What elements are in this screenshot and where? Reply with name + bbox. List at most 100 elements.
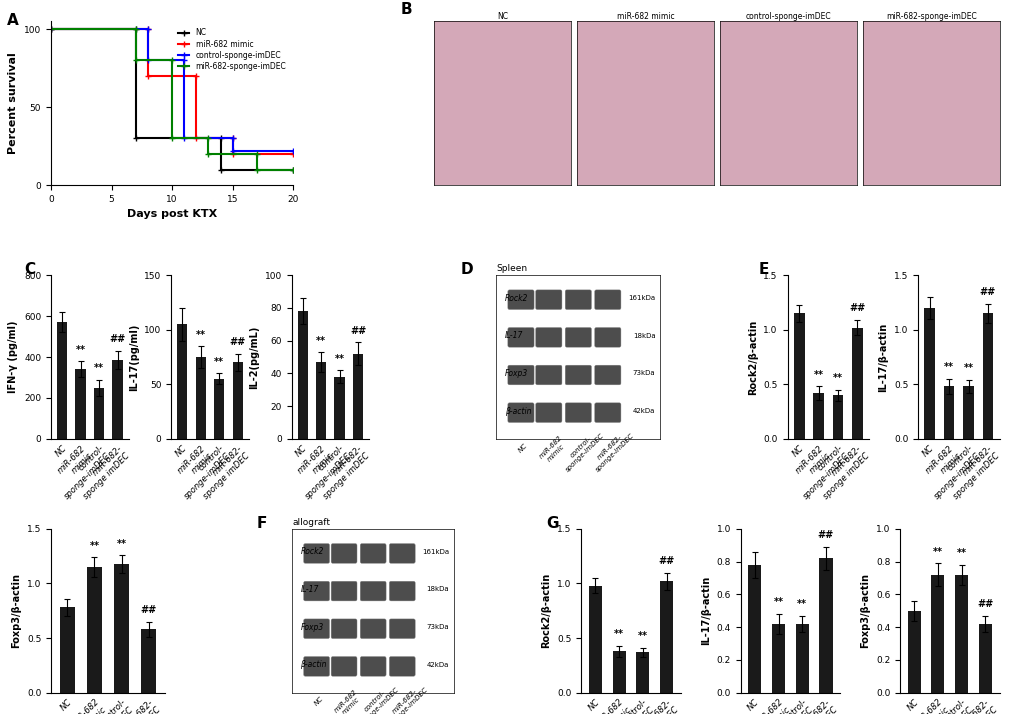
FancyBboxPatch shape: [389, 657, 415, 676]
Y-axis label: Foxp3/β-actin: Foxp3/β-actin: [859, 573, 869, 648]
FancyBboxPatch shape: [594, 403, 621, 423]
FancyBboxPatch shape: [360, 657, 386, 676]
Bar: [978, 624, 990, 693]
Bar: [87, 567, 102, 693]
Bar: [612, 651, 625, 693]
Text: **: **: [334, 353, 344, 363]
Text: ##: ##: [658, 556, 675, 566]
Text: **: **: [963, 363, 972, 373]
Bar: [588, 585, 601, 693]
Bar: [793, 313, 804, 439]
Bar: [353, 353, 363, 439]
Text: F: F: [257, 516, 267, 531]
Text: IL-17: IL-17: [301, 585, 319, 594]
Text: **: **: [813, 370, 822, 380]
Bar: [114, 564, 129, 693]
Bar: [943, 386, 954, 439]
Title: miR-682 mimic: miR-682 mimic: [616, 11, 674, 21]
Text: Spleen: Spleen: [496, 264, 527, 273]
Bar: [60, 608, 74, 693]
FancyBboxPatch shape: [304, 657, 329, 676]
Bar: [177, 324, 187, 439]
Text: **: **: [797, 599, 806, 609]
Bar: [214, 379, 224, 439]
X-axis label: Days post KTX: Days post KTX: [126, 209, 217, 219]
Bar: [659, 581, 673, 693]
FancyBboxPatch shape: [331, 543, 357, 563]
Text: **: **: [75, 345, 86, 355]
Text: Rock2: Rock2: [301, 548, 323, 556]
Bar: [851, 328, 862, 439]
Text: **: **: [94, 363, 104, 373]
FancyBboxPatch shape: [507, 290, 534, 310]
Text: NC: NC: [517, 442, 528, 453]
FancyBboxPatch shape: [565, 403, 591, 423]
Bar: [771, 624, 785, 693]
Y-axis label: Foxp3/β-actin: Foxp3/β-actin: [11, 573, 21, 648]
FancyBboxPatch shape: [507, 328, 534, 347]
Y-axis label: Rock2/β-actin: Rock2/β-actin: [747, 319, 757, 395]
Bar: [795, 624, 808, 693]
FancyBboxPatch shape: [535, 290, 561, 310]
Bar: [57, 322, 67, 439]
Bar: [923, 308, 934, 439]
FancyBboxPatch shape: [535, 365, 561, 385]
Y-axis label: IFN-γ (pg/ml): IFN-γ (pg/ml): [8, 321, 18, 393]
FancyBboxPatch shape: [331, 657, 357, 676]
FancyBboxPatch shape: [507, 365, 534, 385]
Text: A: A: [7, 14, 19, 29]
Text: ##: ##: [229, 337, 246, 347]
Text: ##: ##: [141, 605, 157, 615]
FancyBboxPatch shape: [304, 619, 329, 638]
Text: ##: ##: [350, 326, 366, 336]
FancyBboxPatch shape: [535, 328, 561, 347]
Bar: [196, 357, 206, 439]
Bar: [636, 652, 649, 693]
Y-axis label: Percent survival: Percent survival: [8, 52, 18, 154]
FancyBboxPatch shape: [594, 290, 621, 310]
Text: **: **: [637, 631, 647, 641]
FancyBboxPatch shape: [360, 543, 386, 563]
FancyBboxPatch shape: [389, 619, 415, 638]
Text: **: **: [196, 330, 206, 340]
Text: allograft: allograft: [292, 518, 330, 527]
Text: 18kDa: 18kDa: [426, 586, 448, 593]
Bar: [954, 575, 967, 693]
Text: NC: NC: [313, 695, 324, 707]
Bar: [748, 565, 760, 693]
Bar: [907, 610, 920, 693]
Text: D: D: [460, 262, 473, 277]
Text: **: **: [90, 540, 100, 550]
Text: Foxp3: Foxp3: [301, 623, 323, 632]
FancyBboxPatch shape: [594, 328, 621, 347]
Text: B: B: [400, 1, 412, 16]
Text: **: **: [833, 373, 842, 383]
Text: IL-17: IL-17: [504, 331, 523, 340]
Bar: [981, 313, 993, 439]
FancyBboxPatch shape: [507, 403, 534, 423]
Text: β-actin: β-actin: [301, 660, 327, 669]
Bar: [112, 360, 122, 439]
Y-axis label: IL-17/β-actin: IL-17/β-actin: [700, 576, 710, 645]
FancyBboxPatch shape: [331, 581, 357, 601]
Text: 42kDa: 42kDa: [426, 662, 448, 668]
Text: **: **: [956, 548, 966, 558]
Y-axis label: IL-2(pg/mL): IL-2(pg/mL): [249, 326, 259, 388]
Text: ##: ##: [976, 599, 993, 609]
Text: 161kDa: 161kDa: [422, 549, 448, 555]
Title: NC: NC: [496, 11, 507, 21]
Bar: [232, 363, 243, 439]
FancyBboxPatch shape: [594, 365, 621, 385]
Text: **: **: [932, 547, 942, 557]
Bar: [962, 386, 973, 439]
Text: **: **: [772, 598, 783, 608]
FancyBboxPatch shape: [565, 365, 591, 385]
Bar: [930, 575, 944, 693]
FancyBboxPatch shape: [360, 581, 386, 601]
Text: C: C: [23, 262, 35, 277]
Legend: NC, miR-682 mimic, control-sponge-imDEC, miR-682-sponge-imDEC: NC, miR-682 mimic, control-sponge-imDEC,…: [175, 25, 289, 74]
Text: control-
sponge-imDEC: control- sponge-imDEC: [355, 681, 400, 714]
Text: 18kDa: 18kDa: [632, 333, 654, 338]
Text: miR-682
mimic: miR-682 mimic: [538, 435, 568, 465]
Text: miR-682-
sponge-imDEC: miR-682- sponge-imDEC: [383, 681, 429, 714]
